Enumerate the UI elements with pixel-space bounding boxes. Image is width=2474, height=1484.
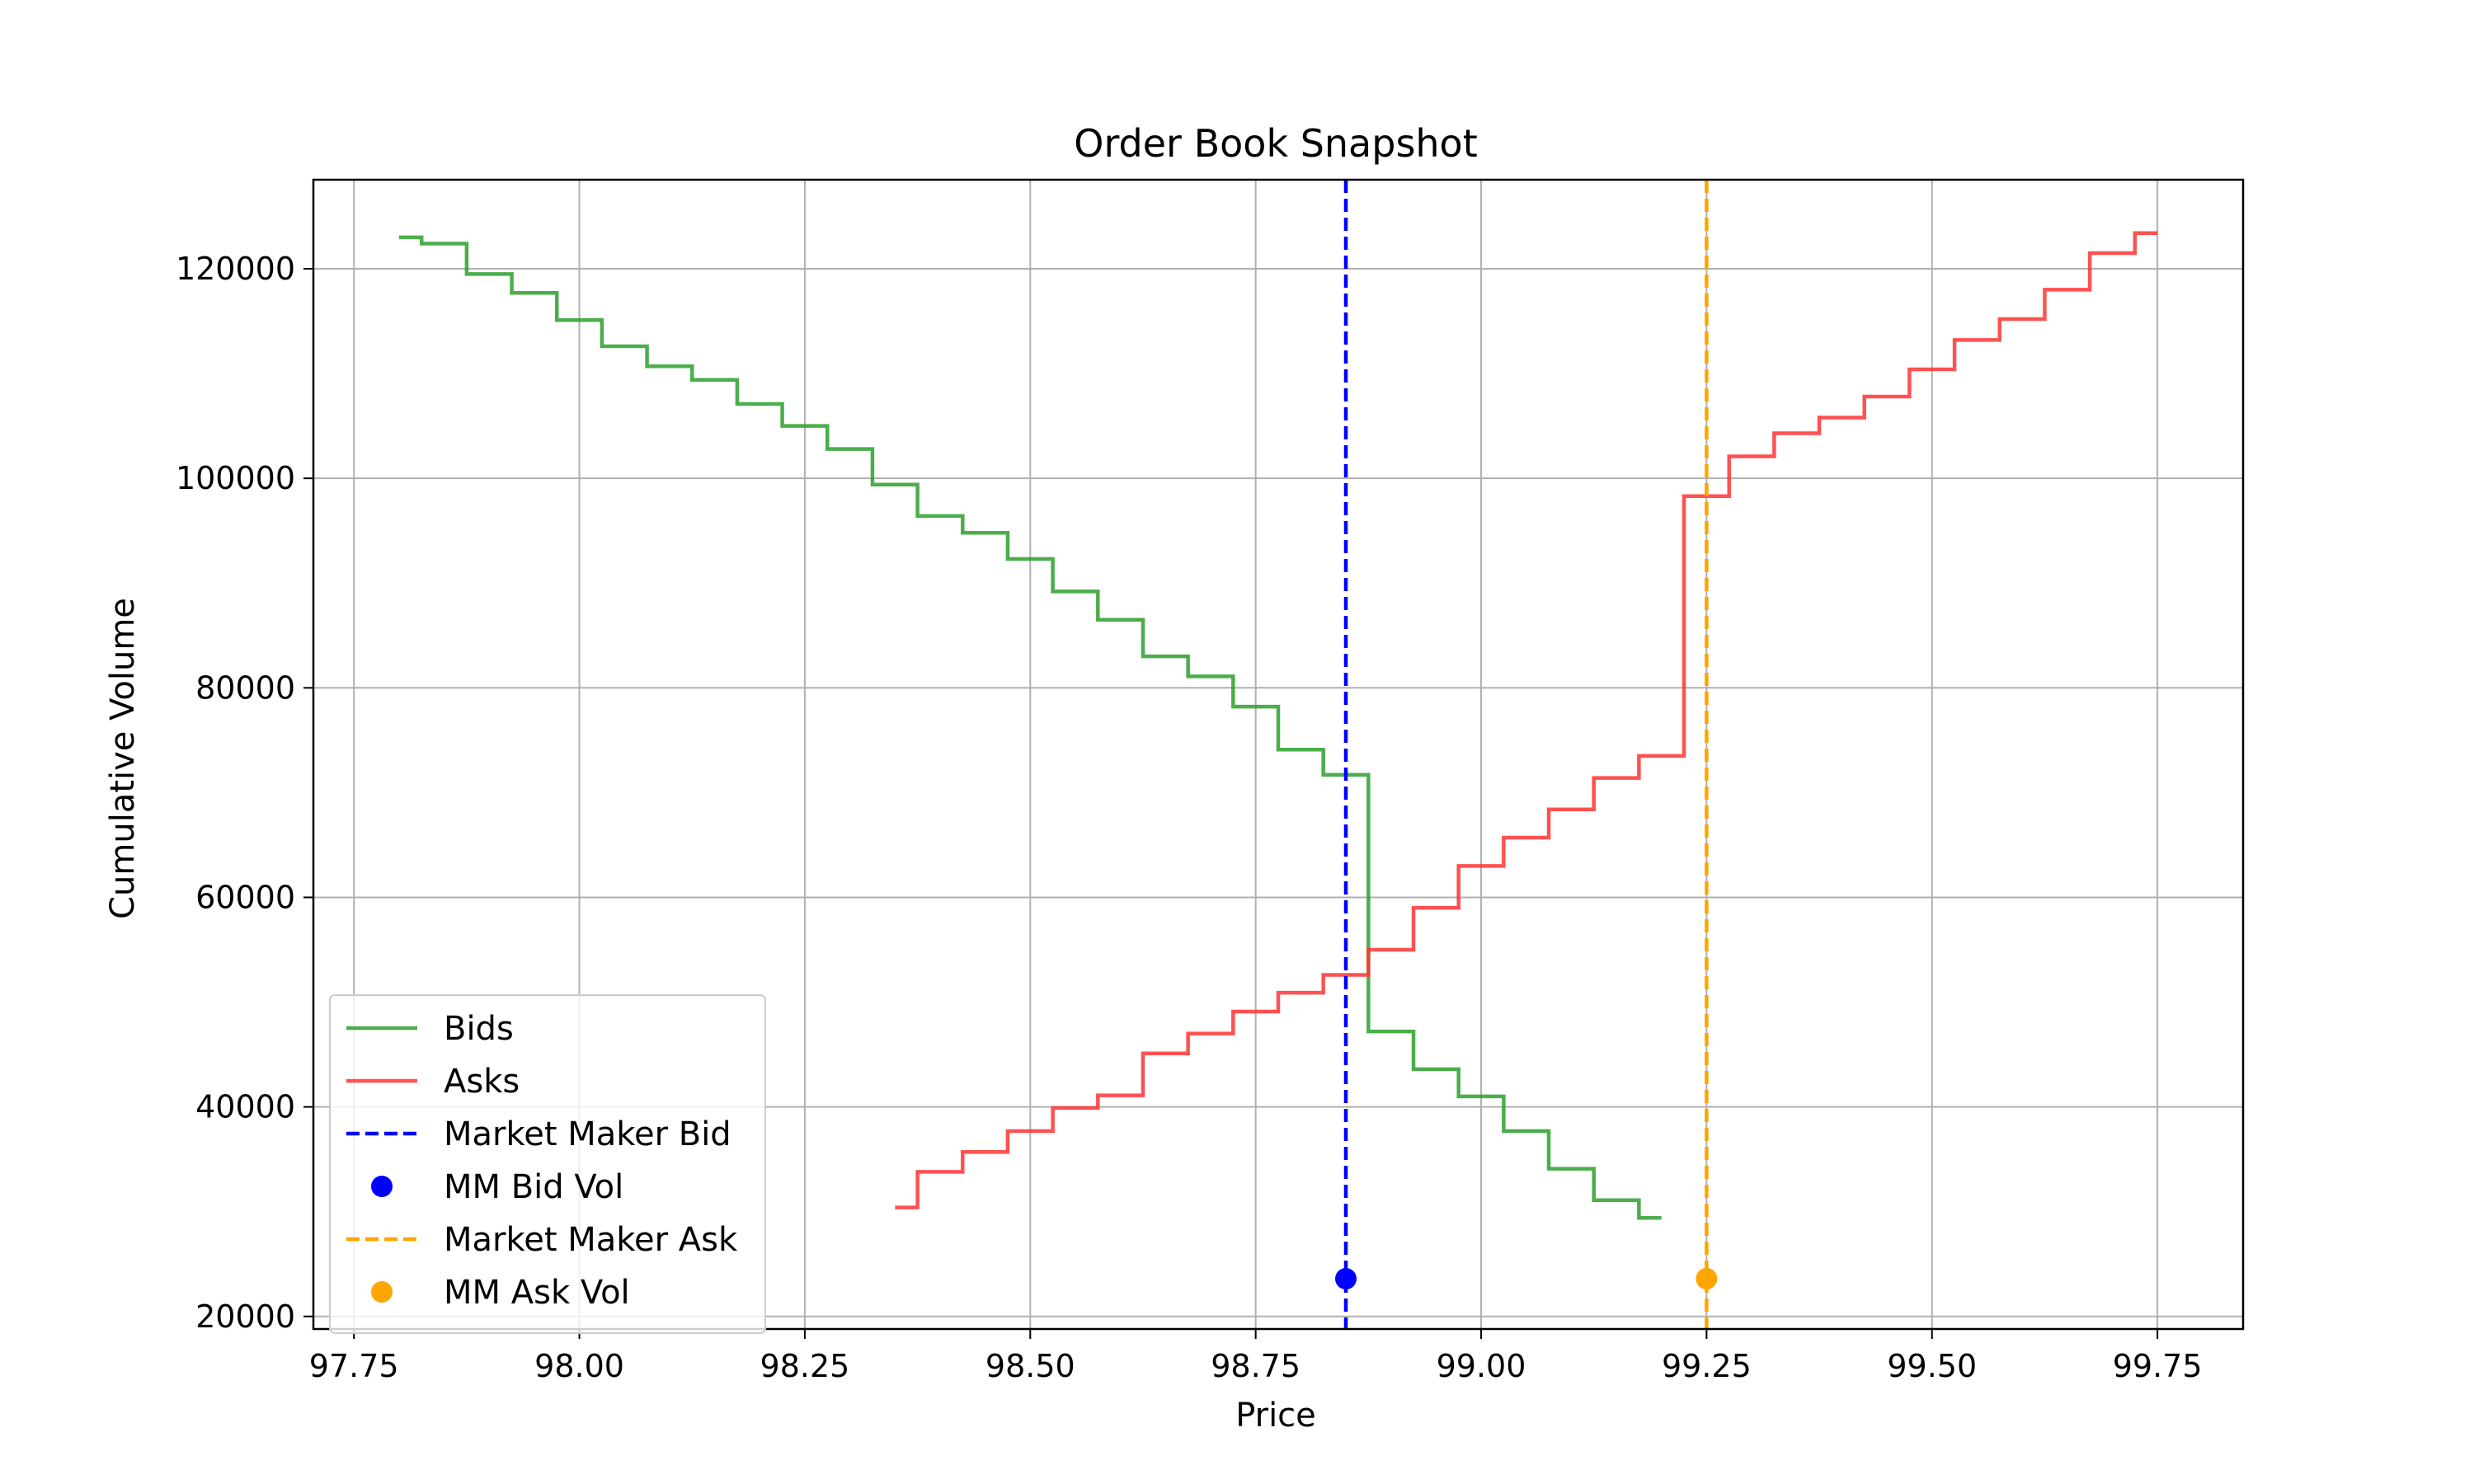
x-tick-label: 99.00 <box>1437 1348 1526 1384</box>
y-axis-label: Cumulative Volume <box>104 598 142 919</box>
legend-label-market-maker-bid: Market Maker Bid <box>444 1115 731 1153</box>
legend-label-asks: Asks <box>444 1063 520 1101</box>
x-tick-label: 98.75 <box>1211 1348 1300 1384</box>
x-tick-label: 98.00 <box>534 1348 624 1384</box>
legend-swatch-mm-ask-vol <box>371 1281 393 1303</box>
y-tick-label: 40000 <box>195 1089 295 1125</box>
y-axis: 20000 40000 60000 80000 100000 120000 <box>176 251 313 1335</box>
x-tick-label: 99.50 <box>1887 1348 1977 1384</box>
asks-line <box>895 231 2158 1209</box>
y-tick-label: 80000 <box>195 669 295 706</box>
x-axis-label: Price <box>1235 1397 1316 1435</box>
legend-label-market-maker-ask: Market Maker Ask <box>444 1221 738 1259</box>
legend-box <box>329 994 766 1334</box>
x-tick-label: 98.25 <box>760 1348 850 1384</box>
mm-bid-vol-point <box>1335 1268 1357 1290</box>
legend: Bids Asks Market Maker Bid MM Bid Vol Market… <box>329 994 766 1334</box>
x-tick-label: 99.75 <box>2113 1348 2203 1384</box>
x-tick-label: 98.50 <box>985 1348 1075 1384</box>
legend-label-mm-ask-vol: MM Ask Vol <box>444 1274 630 1312</box>
mm-ask-vol-point <box>1696 1268 1718 1290</box>
plot-frame <box>312 178 2245 1331</box>
y-tick-label: 20000 <box>195 1298 295 1335</box>
grid <box>313 180 2243 1329</box>
series-layer <box>398 180 2158 1329</box>
y-tick-label: 60000 <box>195 879 295 915</box>
x-tick-label: 99.25 <box>1662 1348 1752 1384</box>
y-tick-label: 100000 <box>176 460 295 496</box>
legend-swatch-mm-bid-vol <box>371 1176 393 1197</box>
x-tick-label: 97.75 <box>309 1348 399 1384</box>
chart-title: Order Book Snapshot <box>1074 121 1478 166</box>
x-axis: 97.75 98.00 98.25 98.50 98.75 99.00 99.25 99.50… <box>309 1329 2203 1384</box>
legend-label-mm-bid-vol: MM Bid Vol <box>444 1168 623 1206</box>
legend-label-bids: Bids <box>444 1010 514 1048</box>
bids-line <box>398 235 1662 1220</box>
y-tick-label: 120000 <box>176 251 295 287</box>
